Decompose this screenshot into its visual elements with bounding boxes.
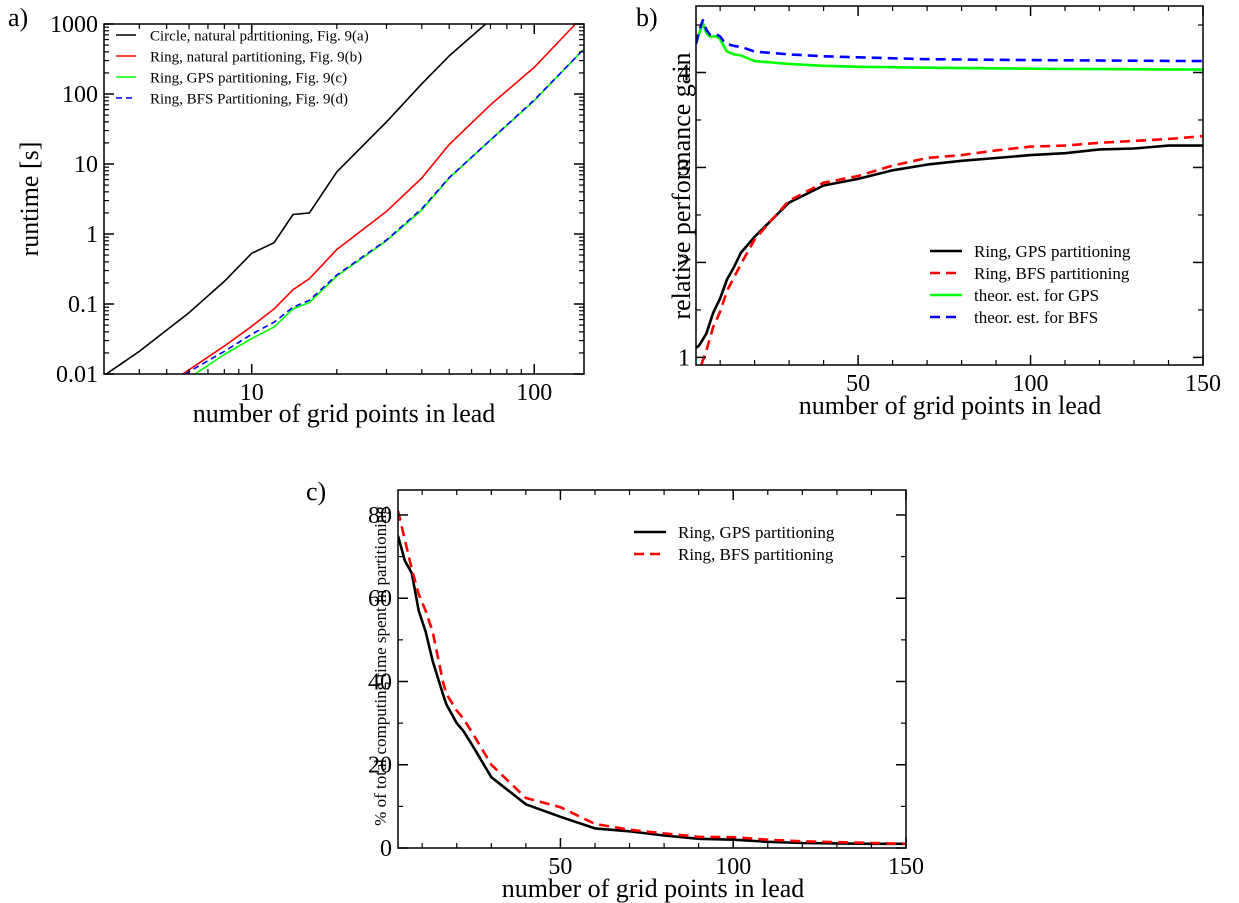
y-tick-label-c-3: 60 bbox=[368, 586, 392, 612]
series-line-b-1 bbox=[699, 134, 1203, 365]
legend-b: Ring, GPS partitioning Ring, BFS partitio… bbox=[930, 242, 1131, 327]
y-tick-label-b-3: 4 bbox=[678, 60, 690, 86]
y-axis-label-a: runtime [s] bbox=[15, 142, 44, 257]
panel-label-b: b) bbox=[636, 3, 658, 32]
plot-frame-c bbox=[397, 489, 907, 849]
x-tick-label-c-0: 50 bbox=[548, 854, 572, 880]
series-line-c-1 bbox=[398, 510, 906, 846]
y-tick-label-c-2: 40 bbox=[368, 669, 392, 695]
x-tick-label-c-1: 100 bbox=[715, 854, 751, 880]
legend-label-b-0: Ring, GPS partitioning bbox=[974, 242, 1131, 261]
y-axis-label-c: % of total computing time spent in parti… bbox=[371, 506, 390, 826]
chart-panel-b: b) 50 100 150 1 2 3 4 number of grid points in… bbox=[636, 3, 1221, 420]
y-tick-label-c-0: 0 bbox=[380, 836, 392, 862]
y-tick-label-b-2: 3 bbox=[678, 155, 690, 181]
plot-frame-b bbox=[695, 5, 1204, 366]
y-tick-label-a-5: 1000 bbox=[50, 12, 98, 38]
legend-label-c-0: Ring, GPS partitioning bbox=[678, 523, 835, 542]
legend-label-b-2: theor. est. for GPS bbox=[974, 286, 1099, 305]
y-tick-label-a-3: 10 bbox=[74, 152, 98, 178]
plot-frame-a bbox=[103, 23, 585, 375]
series-line-c-0 bbox=[398, 535, 906, 846]
y-tick-label-a-2: 1 bbox=[86, 222, 98, 248]
legend-c: Ring, GPS partitioning Ring, BFS partitio… bbox=[634, 523, 835, 564]
series-line-a-2 bbox=[194, 48, 584, 374]
x-axis-label-a: number of grid points in lead bbox=[193, 399, 496, 428]
chart-panel-a: a) 10 100 0.01 0.1 1 10 100 1000 number of grid… bbox=[8, 3, 585, 428]
y-tick-label-a-4: 100 bbox=[62, 82, 98, 108]
x-tick-label-b-0: 50 bbox=[846, 371, 870, 397]
series-line-b-2 bbox=[696, 21, 1203, 71]
x-tick-label-a-1: 100 bbox=[516, 380, 552, 406]
series-line-a-0 bbox=[104, 24, 487, 374]
y-axis-label-b: relative performance gain bbox=[667, 52, 696, 319]
x-tick-label-a-0: 10 bbox=[240, 380, 264, 406]
panel-label-c: c) bbox=[306, 477, 326, 506]
series-line-a-1 bbox=[182, 24, 577, 374]
legend-label-c-1: Ring, BFS partitioning bbox=[678, 545, 834, 564]
x-tick-label-c-2: 150 bbox=[888, 854, 924, 880]
chart-panel-c: c) 50 100 150 0 20 40 60 80 number of grid poin… bbox=[306, 477, 924, 903]
panel-label-a: a) bbox=[8, 3, 28, 32]
y-tick-label-b-0: 1 bbox=[678, 345, 690, 371]
legend-label-b-1: Ring, BFS partitioning bbox=[974, 264, 1130, 283]
x-axis-label-c: number of grid points in lead bbox=[502, 874, 805, 903]
series-line-a-3 bbox=[184, 48, 584, 374]
series-line-b-0 bbox=[696, 144, 1203, 349]
legend-label-a-3: Ring, BFS Partitioning, Fig. 9(d) bbox=[150, 91, 348, 107]
y-tick-label-b-1: 2 bbox=[678, 250, 690, 276]
series-line-b-3 bbox=[696, 18, 1203, 63]
y-tick-label-a-1: 0.1 bbox=[68, 292, 98, 318]
legend-a: Circle, natural partitioning, Fig. 9(a) R… bbox=[116, 28, 369, 107]
x-axis-label-b: number of grid points in lead bbox=[799, 391, 1102, 420]
y-tick-label-a-0: 0.01 bbox=[56, 362, 98, 388]
legend-label-a-1: Ring, natural partitioning, Fig. 9(b) bbox=[150, 49, 362, 65]
x-tick-label-b-1: 100 bbox=[1013, 371, 1049, 397]
y-tick-label-c-1: 20 bbox=[368, 753, 392, 779]
x-tick-label-b-2: 150 bbox=[1185, 371, 1221, 397]
legend-label-b-3: theor. est. for BFS bbox=[974, 308, 1098, 327]
y-tick-label-c-4: 80 bbox=[368, 503, 392, 529]
legend-label-a-2: Ring, GPS partitioning, Fig. 9(c) bbox=[150, 70, 347, 86]
legend-label-a-0: Circle, natural partitioning, Fig. 9(a) bbox=[150, 28, 369, 44]
